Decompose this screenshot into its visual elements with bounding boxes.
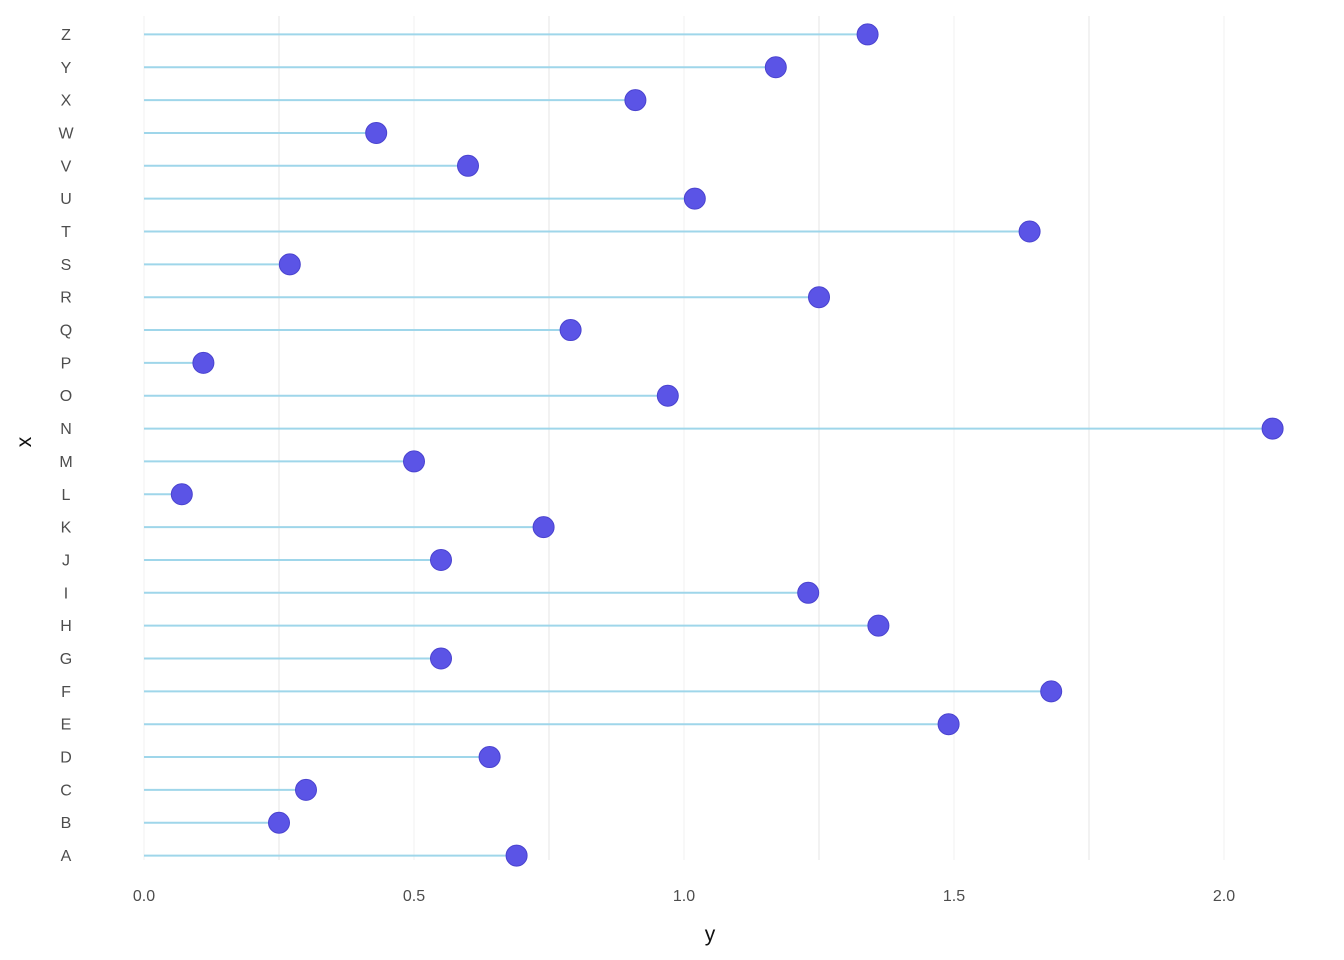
- lollipop-dot: [1040, 680, 1063, 703]
- x-tick-label: 2.0: [1213, 888, 1235, 905]
- y-tick-label: X: [61, 93, 72, 110]
- y-tick-label: N: [60, 421, 72, 438]
- lollipop-dot: [192, 351, 215, 374]
- gridlines: [143, 16, 1225, 860]
- y-tick-label: O: [60, 388, 72, 405]
- y-tick-label: I: [64, 585, 68, 602]
- y-tick-label: E: [61, 717, 72, 734]
- y-tick-label: Y: [61, 60, 72, 77]
- x-tick-label: 0.0: [133, 888, 155, 905]
- lollipop-dot: [268, 811, 290, 834]
- y-tick-label: V: [61, 158, 72, 175]
- y-tick-label: R: [60, 290, 72, 307]
- lollipop-dot: [505, 844, 528, 867]
- x-axis-title: y: [705, 923, 716, 946]
- lollipop-dot: [403, 450, 425, 473]
- y-tick-label: B: [61, 815, 72, 832]
- y-tick-label: F: [61, 684, 71, 701]
- y-tick-label: L: [62, 487, 71, 504]
- stems: [144, 33, 1273, 857]
- y-tick-label: A: [61, 848, 72, 865]
- x-tick-label: 0.5: [403, 888, 425, 905]
- y-tick-label: P: [61, 355, 72, 372]
- lollipop-dot: [797, 581, 820, 604]
- y-tick-label: Z: [61, 27, 71, 44]
- x-tick-label: 1.0: [673, 888, 695, 905]
- y-tick-label: G: [60, 651, 72, 668]
- lollipop-dot: [457, 154, 479, 177]
- lollipop-dot: [683, 187, 706, 210]
- lollipop-dot: [656, 384, 679, 407]
- y-tick-label: W: [58, 125, 74, 142]
- y-tick-label: S: [61, 257, 72, 274]
- lollipop-dot: [430, 647, 452, 670]
- y-tick-label: U: [60, 191, 72, 208]
- lollipop-dot: [478, 746, 501, 769]
- lollipop-dot: [937, 713, 960, 736]
- lollipop-dot: [295, 778, 317, 801]
- y-tick-label: K: [61, 520, 72, 537]
- y-tick-label: Q: [60, 323, 72, 340]
- lollipop-dot: [365, 121, 388, 144]
- x-axis-tick-labels: 0.0 0.5 1.0 1.5 2.0: [133, 888, 1235, 905]
- lollipop-dot: [430, 548, 452, 571]
- y-tick-label: J: [62, 552, 70, 569]
- lollipop-dot: [1018, 220, 1041, 243]
- y-tick-label: H: [60, 618, 72, 635]
- y-tick-label: T: [61, 224, 71, 241]
- lollipop-dot: [278, 253, 301, 276]
- lollipop-dot: [808, 286, 830, 309]
- lollipop-dot: [867, 614, 890, 637]
- lollipop-dot: [856, 23, 879, 46]
- lollipop-dot: [1261, 417, 1284, 440]
- dots: [170, 23, 1284, 867]
- y-tick-label: M: [59, 454, 72, 471]
- lollipop-dot: [559, 319, 582, 342]
- lollipop-dot: [764, 56, 787, 79]
- lollipop-dot: [532, 516, 555, 539]
- lollipop-dot: [170, 483, 193, 506]
- lollipop-dot: [624, 89, 647, 112]
- x-tick-label: 1.5: [943, 888, 965, 905]
- y-tick-label: D: [60, 750, 72, 767]
- y-axis-title: x: [13, 436, 36, 447]
- y-tick-label: C: [60, 782, 72, 799]
